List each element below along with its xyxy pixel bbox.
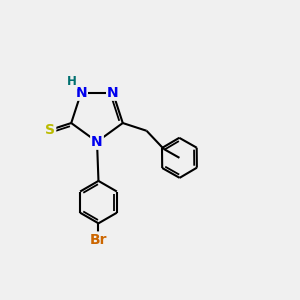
Text: H: H — [67, 75, 76, 88]
Text: S: S — [45, 123, 55, 137]
Text: N: N — [75, 86, 87, 100]
Text: N: N — [107, 86, 119, 100]
Text: Br: Br — [90, 232, 107, 247]
Text: N: N — [91, 135, 103, 149]
